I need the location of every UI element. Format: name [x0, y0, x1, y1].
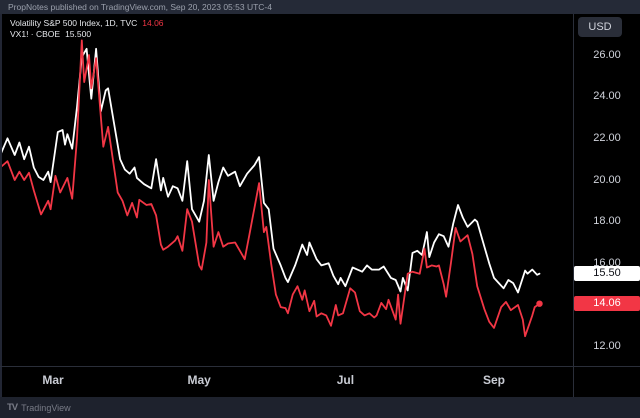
time-scale-separator — [0, 366, 640, 367]
legend-vix-value: 14.06 — [142, 18, 164, 28]
series-line-vx1 — [0, 47, 541, 294]
currency-usd-button[interactable]: USD — [578, 17, 622, 37]
tradingview-logo-icon: TV — [7, 402, 18, 413]
legend-vx1-value: 15.500 — [65, 28, 92, 39]
y-tick-label: 22.00 — [593, 131, 621, 144]
chart-left-edge — [0, 14, 2, 397]
attribution-text: PropNotes published on TradingView.com, … — [8, 2, 272, 12]
legend-row-vx1: VX1! · CBOE 15.500 — [10, 29, 164, 40]
price-scale-separator — [573, 14, 574, 397]
chart-canvas[interactable] — [0, 14, 640, 397]
x-tick-label-may: May — [187, 373, 211, 387]
y-tick-label: 20.00 — [593, 173, 621, 186]
y-tick-label: 26.00 — [593, 48, 621, 61]
vx1-last-price: 15.50 — [574, 266, 640, 282]
series-line-vix — [0, 39, 541, 338]
vix-last-price: 14.06 — [574, 296, 640, 312]
y-tick-label: 12.00 — [593, 340, 621, 353]
y-tick-label: 18.00 — [593, 215, 621, 228]
y-tick-label: 24.00 — [593, 90, 621, 103]
x-tick-label-jul: Jul — [336, 373, 355, 387]
legend-row-vix: Volatility S&P 500 Index, 1D, TVC 14.06 — [10, 18, 164, 29]
y-tick-label: 16.00 — [593, 256, 621, 269]
attribution-bar: PropNotes published on TradingView.com, … — [0, 0, 640, 14]
x-tick-label-sep: Sep — [482, 373, 506, 387]
tradingview-footer: TV TradingView — [0, 397, 640, 418]
legend-vx1-title: VX1! · CBOE — [10, 28, 61, 39]
x-tick-label-mar: Mar — [42, 373, 64, 387]
tradingview-brand-link[interactable]: TradingView — [21, 402, 71, 413]
series-end-dot-vix — [536, 300, 543, 307]
legend-vix-title: Volatility S&P 500 Index, 1D, TVC — [10, 18, 138, 28]
legend: Volatility S&P 500 Index, 1D, TVC 14.06 V… — [10, 18, 164, 39]
